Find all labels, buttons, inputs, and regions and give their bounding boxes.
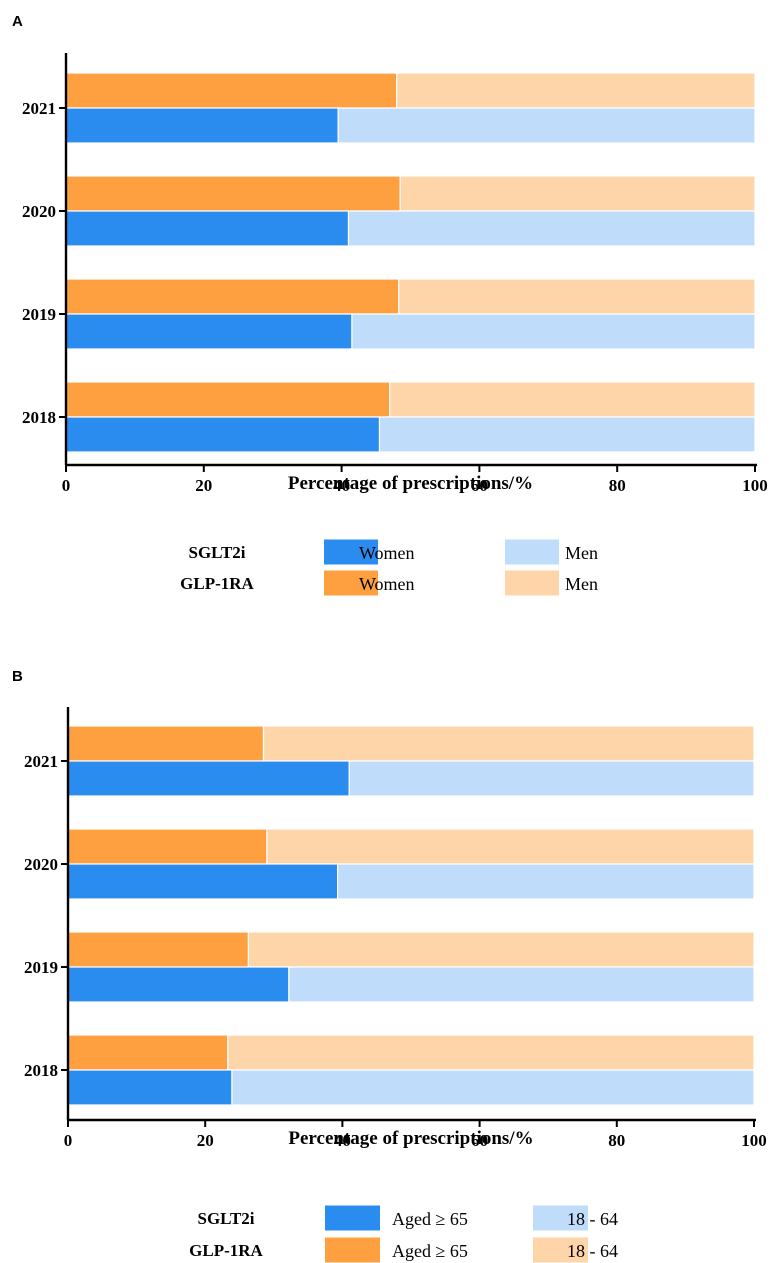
bar-segment	[389, 381, 756, 418]
legend-label: 18 - 64	[567, 1209, 618, 1229]
y-tick-label: 2020	[24, 855, 58, 874]
bar-segment	[67, 1069, 233, 1106]
panel-letter: A	[12, 13, 23, 30]
x-tick-label: 40	[334, 1131, 351, 1150]
bar-segment	[266, 828, 755, 865]
bar-segment	[347, 210, 756, 247]
x-tick-label: 100	[742, 476, 768, 495]
panel-b: B 2021 2020 2019 2018 0 20 40 60 80 100 Percentage …	[12, 668, 767, 1263]
legend-swatch	[324, 570, 378, 596]
legend-swatch	[325, 1205, 380, 1231]
bar-segment	[65, 313, 353, 350]
bar-segment	[398, 278, 756, 315]
panel-letter: B	[12, 668, 23, 685]
legend-swatch	[324, 539, 378, 565]
legend-label: Women	[359, 543, 415, 563]
bar-segment	[262, 725, 755, 762]
y-tick-label: 2019	[24, 958, 58, 977]
x-tick-label: 60	[471, 476, 488, 495]
bar-segment	[399, 175, 756, 212]
bar-segment	[336, 863, 755, 900]
x-tick-label: 80	[608, 1131, 625, 1150]
y-tick-label: 2018	[22, 408, 56, 427]
x-tick-label: 0	[64, 1131, 73, 1150]
x-axis-title: Percentage of prescriptions/%	[288, 1128, 533, 1149]
y-tick-label: 2021	[22, 99, 56, 118]
bar-segment	[337, 107, 756, 144]
bar-segment	[67, 1034, 229, 1071]
legend-label: 18 - 64	[567, 1241, 618, 1261]
legend-group-label: GLP-1RA	[180, 574, 254, 593]
x-axis-title: Percentage of prescriptions/%	[288, 473, 533, 494]
bar-segment	[67, 760, 350, 797]
bar-segment	[351, 313, 756, 350]
y-tick-label: 2019	[22, 305, 56, 324]
bar-segment	[65, 175, 401, 212]
legend-label: Men	[565, 574, 598, 594]
bar-segment	[65, 416, 381, 453]
bar-segment	[231, 1069, 755, 1106]
panel-a: A 2021 2020 2019 2018 0 20 40 60 80 100 Percentage …	[12, 13, 768, 596]
y-tick-label: 2021	[24, 752, 58, 771]
legend-group-label: GLP-1RA	[189, 1241, 263, 1260]
x-tick-label: 20	[197, 1131, 214, 1150]
legend-label: Men	[565, 543, 598, 563]
bar-segment	[227, 1034, 755, 1071]
legend-group-label: SGLT2i	[197, 1209, 254, 1228]
legend-label: Women	[359, 574, 415, 594]
legend-swatch	[505, 570, 559, 596]
y-tick-label: 2018	[24, 1061, 58, 1080]
bar-segment	[247, 931, 755, 968]
bar-segment	[65, 72, 398, 109]
bar-segment	[67, 863, 339, 900]
legend-swatch	[505, 539, 559, 565]
bar-segment	[67, 966, 290, 1003]
bar-segment	[67, 725, 265, 762]
legend-group-label: SGLT2i	[188, 543, 245, 562]
bar-segment	[65, 381, 391, 418]
x-tick-label: 0	[62, 476, 71, 495]
bar-segment	[67, 828, 268, 865]
y-tick-label: 2020	[22, 202, 56, 221]
x-tick-label: 20	[195, 476, 212, 495]
bar-segment	[65, 107, 339, 144]
bar-segment	[378, 416, 756, 453]
legend-label: Aged ≥ 65	[392, 1209, 468, 1229]
x-tick-label: 60	[471, 1131, 488, 1150]
bar-segment	[67, 931, 250, 968]
legend-swatch	[533, 1205, 588, 1231]
bar-segment	[396, 72, 756, 109]
x-tick-label: 80	[609, 476, 626, 495]
bar-segment	[65, 210, 350, 247]
bar-segment	[348, 760, 755, 797]
legend-swatch	[325, 1237, 380, 1263]
bar-segment	[65, 278, 400, 315]
legend-label: Aged ≥ 65	[392, 1241, 468, 1261]
legend-swatch	[533, 1237, 588, 1263]
bar-segment	[288, 966, 755, 1003]
x-tick-label: 100	[741, 1131, 767, 1150]
x-tick-label: 40	[333, 476, 350, 495]
